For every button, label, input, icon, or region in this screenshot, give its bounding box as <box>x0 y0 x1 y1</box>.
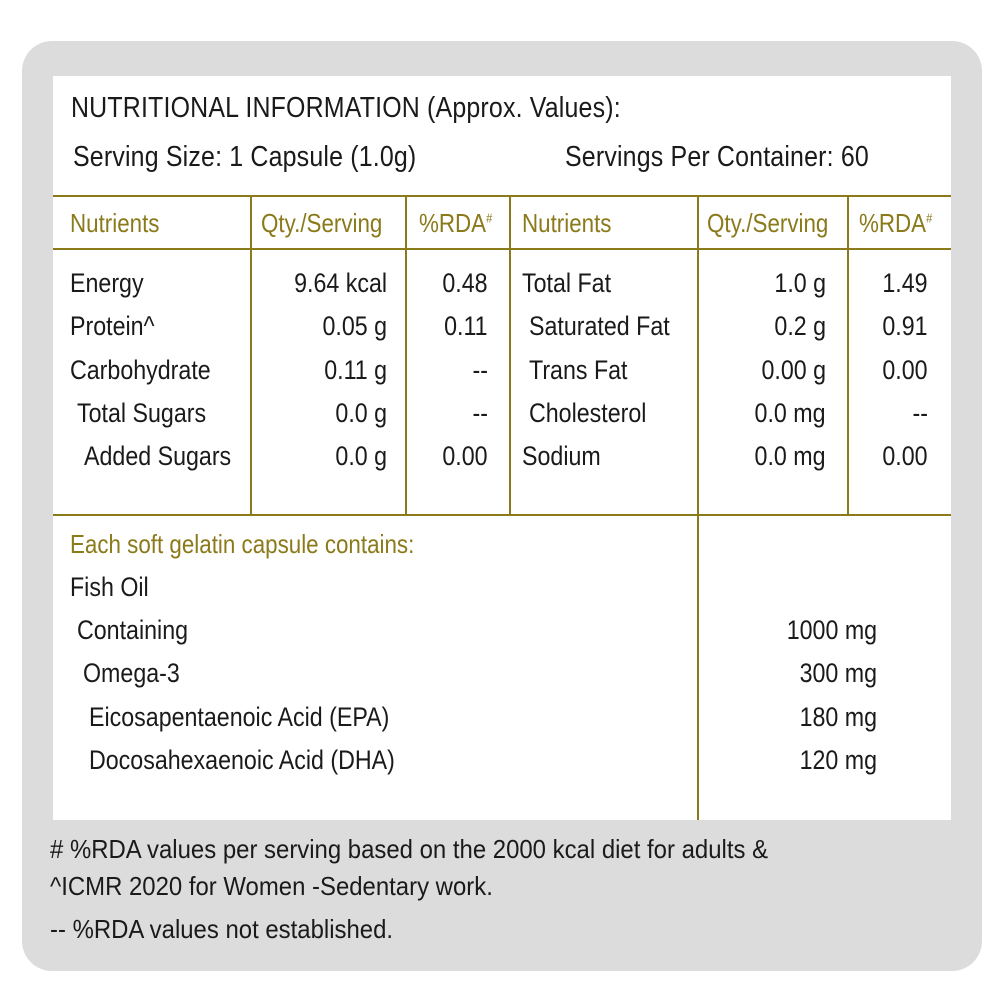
capsule-item-amount: 180 mg <box>799 702 877 732</box>
nutrient-rda: -- <box>912 398 928 428</box>
nutrient-name: Total Sugars <box>77 398 207 428</box>
nutrient-name: Energy <box>70 268 144 298</box>
nutrient-rda: 0.48 <box>442 268 488 298</box>
nutrient-qty: 0.0 mg <box>755 441 826 471</box>
header-bottom-rule <box>53 248 951 250</box>
nutrient-name: Protein^ <box>70 311 155 341</box>
nutrient-name: Saturated Fat <box>529 311 670 341</box>
nutrient-rda: 1.49 <box>882 268 928 298</box>
nutrient-qty: 0.00 g <box>761 355 826 385</box>
capsule-item-name: Docosahexaenoic Acid (DHA) <box>89 745 395 775</box>
nutrient-rda: 0.00 <box>882 441 928 471</box>
capsule-item-name: Eicosapentaenoic Acid (EPA) <box>89 702 390 732</box>
col-header-rda: %RDA# <box>419 208 493 238</box>
footnote-not-established: -- %RDA values not established. <box>50 914 394 944</box>
col-header-nutrients: Nutrients <box>70 208 160 238</box>
nutrient-name: Sodium <box>522 441 601 471</box>
nutrient-name: Trans Fat <box>529 355 628 385</box>
table-top-rule <box>53 195 951 197</box>
nutrient-qty: 0.2 g <box>774 311 826 341</box>
table-bottom-rule <box>53 514 951 516</box>
nutrient-name: Added Sugars <box>84 441 232 471</box>
nutrient-rda: -- <box>472 398 488 428</box>
nutrient-rda: 0.91 <box>882 311 928 341</box>
col-header-nutrients: Nutrients <box>522 208 612 238</box>
column-divider <box>509 195 511 515</box>
nutrient-qty: 0.0 g <box>335 441 387 471</box>
column-divider <box>847 195 849 515</box>
panel-title: NUTRITIONAL INFORMATION (Approx. Values)… <box>71 92 621 124</box>
capsule-item-name: Containing <box>77 615 189 645</box>
capsule-item-name: Omega-3 <box>83 658 180 688</box>
col-header-qty: Qty./Serving <box>261 208 383 238</box>
column-divider <box>697 195 699 820</box>
capsule-heading: Each soft gelatin capsule contains: <box>70 529 415 559</box>
col-header-qty: Qty./Serving <box>707 208 829 238</box>
capsule-item-amount: 300 mg <box>799 658 877 688</box>
servings-per-container: Servings Per Container: 60 <box>565 141 869 173</box>
nutrition-panel <box>53 76 951 820</box>
serving-size: Serving Size: 1 Capsule (1.0g) <box>73 141 417 173</box>
nutrient-qty: 1.0 g <box>774 268 826 298</box>
nutrient-rda: 0.00 <box>442 441 488 471</box>
col-header-rda: %RDA# <box>859 208 933 238</box>
nutrient-qty: 0.05 g <box>322 311 387 341</box>
nutrient-name: Carbohydrate <box>70 355 211 385</box>
nutrient-qty: 0.0 g <box>335 398 387 428</box>
column-divider <box>405 195 407 515</box>
nutrient-rda: 0.00 <box>882 355 928 385</box>
nutrient-name: Cholesterol <box>529 398 647 428</box>
nutrient-qty: 0.0 mg <box>755 398 826 428</box>
footnote-icmr: ^ICMR 2020 for Women -Sedentary work. <box>50 871 493 901</box>
footnote-rda: # %RDA values per serving based on the 2… <box>50 834 769 864</box>
capsule-item-amount: 1000 mg <box>786 615 877 645</box>
nutrient-name: Total Fat <box>522 268 612 298</box>
column-divider <box>250 195 252 515</box>
nutrient-rda: -- <box>472 355 488 385</box>
nutrient-qty: 9.64 kcal <box>294 268 387 298</box>
nutrient-rda: 0.11 <box>444 311 488 341</box>
capsule-item-name: Fish Oil <box>70 572 149 602</box>
nutrient-qty: 0.11 g <box>324 355 387 385</box>
capsule-item-amount: 120 mg <box>799 745 877 775</box>
